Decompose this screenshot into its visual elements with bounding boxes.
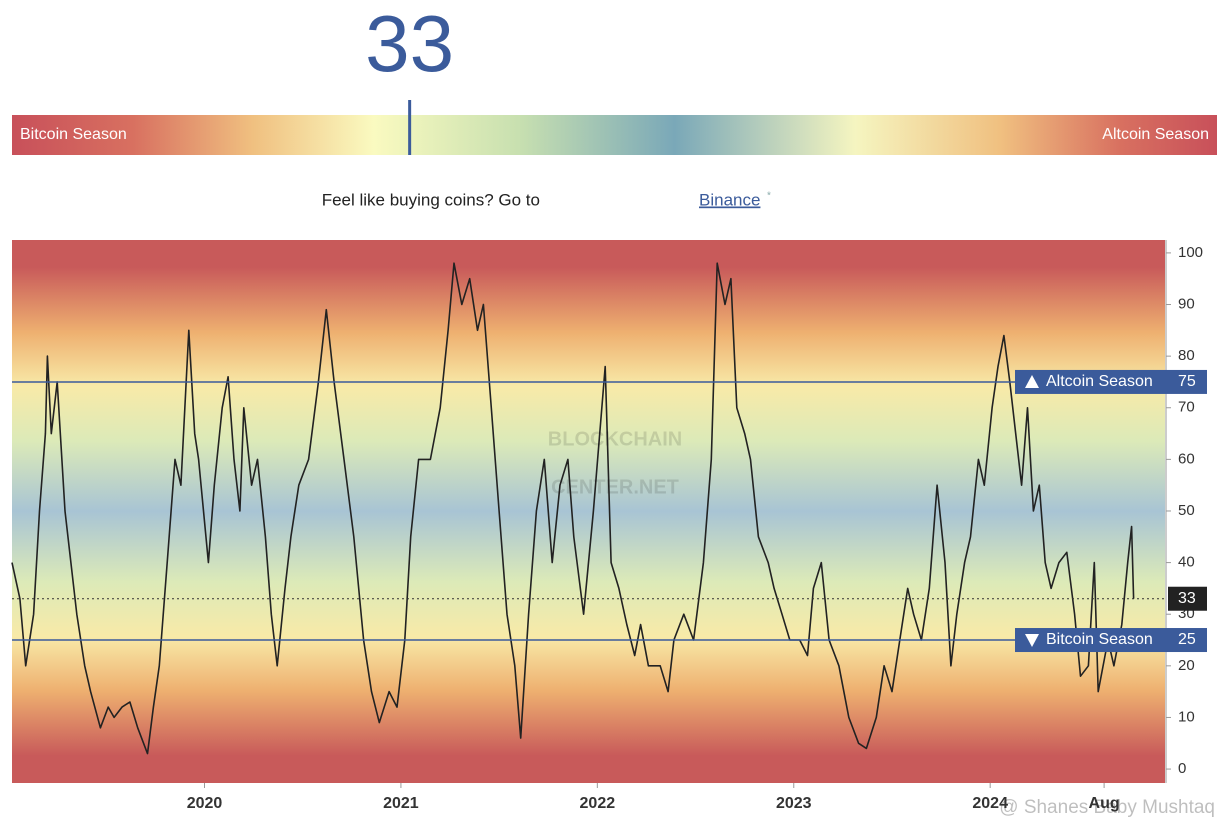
reference-value: 25 [1178,631,1196,648]
reference-icon [1025,634,1039,648]
y-tick-label: 100 [1178,244,1203,261]
x-tick-label: 2021 [383,795,419,812]
y-tick-label: 80 [1178,347,1195,364]
reference-icon [1025,374,1039,388]
y-tick-label: 0 [1178,760,1186,777]
watermark: BLOCKCHAIN [548,428,682,450]
y-tick-label: 50 [1178,502,1195,519]
reference-label: Altcoin Season [1046,373,1153,390]
y-tick-label: 10 [1178,708,1195,725]
x-tick-label: 2020 [187,795,223,812]
reference-value: 75 [1178,373,1196,390]
x-tick-label: Aug [1089,795,1120,812]
data-line [11,262,1135,755]
x-tick-label: 2024 [972,795,1008,812]
reference-label-box [1015,628,1207,653]
gauge-right-label: Altcoin Season [1102,126,1209,143]
x-tick-label: 2023 [776,795,812,812]
promo-text: Feel like buying coins? Go to [322,190,540,209]
reference-label-box [1015,369,1207,394]
reference-label: Bitcoin Season [1046,631,1153,648]
plot-background [12,240,1165,783]
promo-link[interactable]: Binance [699,190,760,209]
gauge-left-label: Bitcoin Season [20,126,127,143]
y-tick-label: 70 [1178,399,1195,416]
current-label-box [1168,586,1207,611]
y-tick-label: 20 [1178,657,1195,674]
gauge-value: 33 [365,0,454,88]
x-tick-label: 2022 [580,795,616,812]
credit: @ Shanes Baby Mushtaq [999,797,1215,818]
current-value: 33 [1178,590,1196,607]
y-tick-label: 60 [1178,450,1195,467]
gauge-bar [12,115,1217,155]
watermark: CENTER.NET [551,476,679,498]
y-tick-label: 90 [1178,295,1195,312]
link-icon: * [767,191,771,202]
y-tick-label: 40 [1178,554,1195,571]
